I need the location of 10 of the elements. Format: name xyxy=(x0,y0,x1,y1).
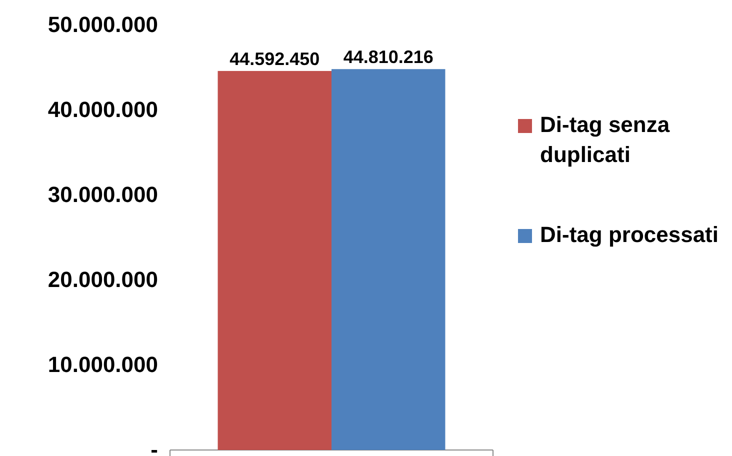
legend-label: Di-tag senza duplicati xyxy=(540,112,670,167)
y-tick-label: 10.000.000 xyxy=(48,352,158,378)
y-tick-label: 30.000.000 xyxy=(48,182,158,208)
y-tick-label: 20.000.000 xyxy=(48,267,158,292)
y-tick-label: 40.000.000 xyxy=(48,97,158,122)
data-label: 44.592.450 xyxy=(230,48,320,69)
y-tick-label: - xyxy=(150,437,158,456)
data-label: 44.810.216 xyxy=(343,47,434,68)
y-tick-label: 50.000.000 xyxy=(48,12,158,38)
legend-label: Di-tag processati xyxy=(540,222,718,247)
